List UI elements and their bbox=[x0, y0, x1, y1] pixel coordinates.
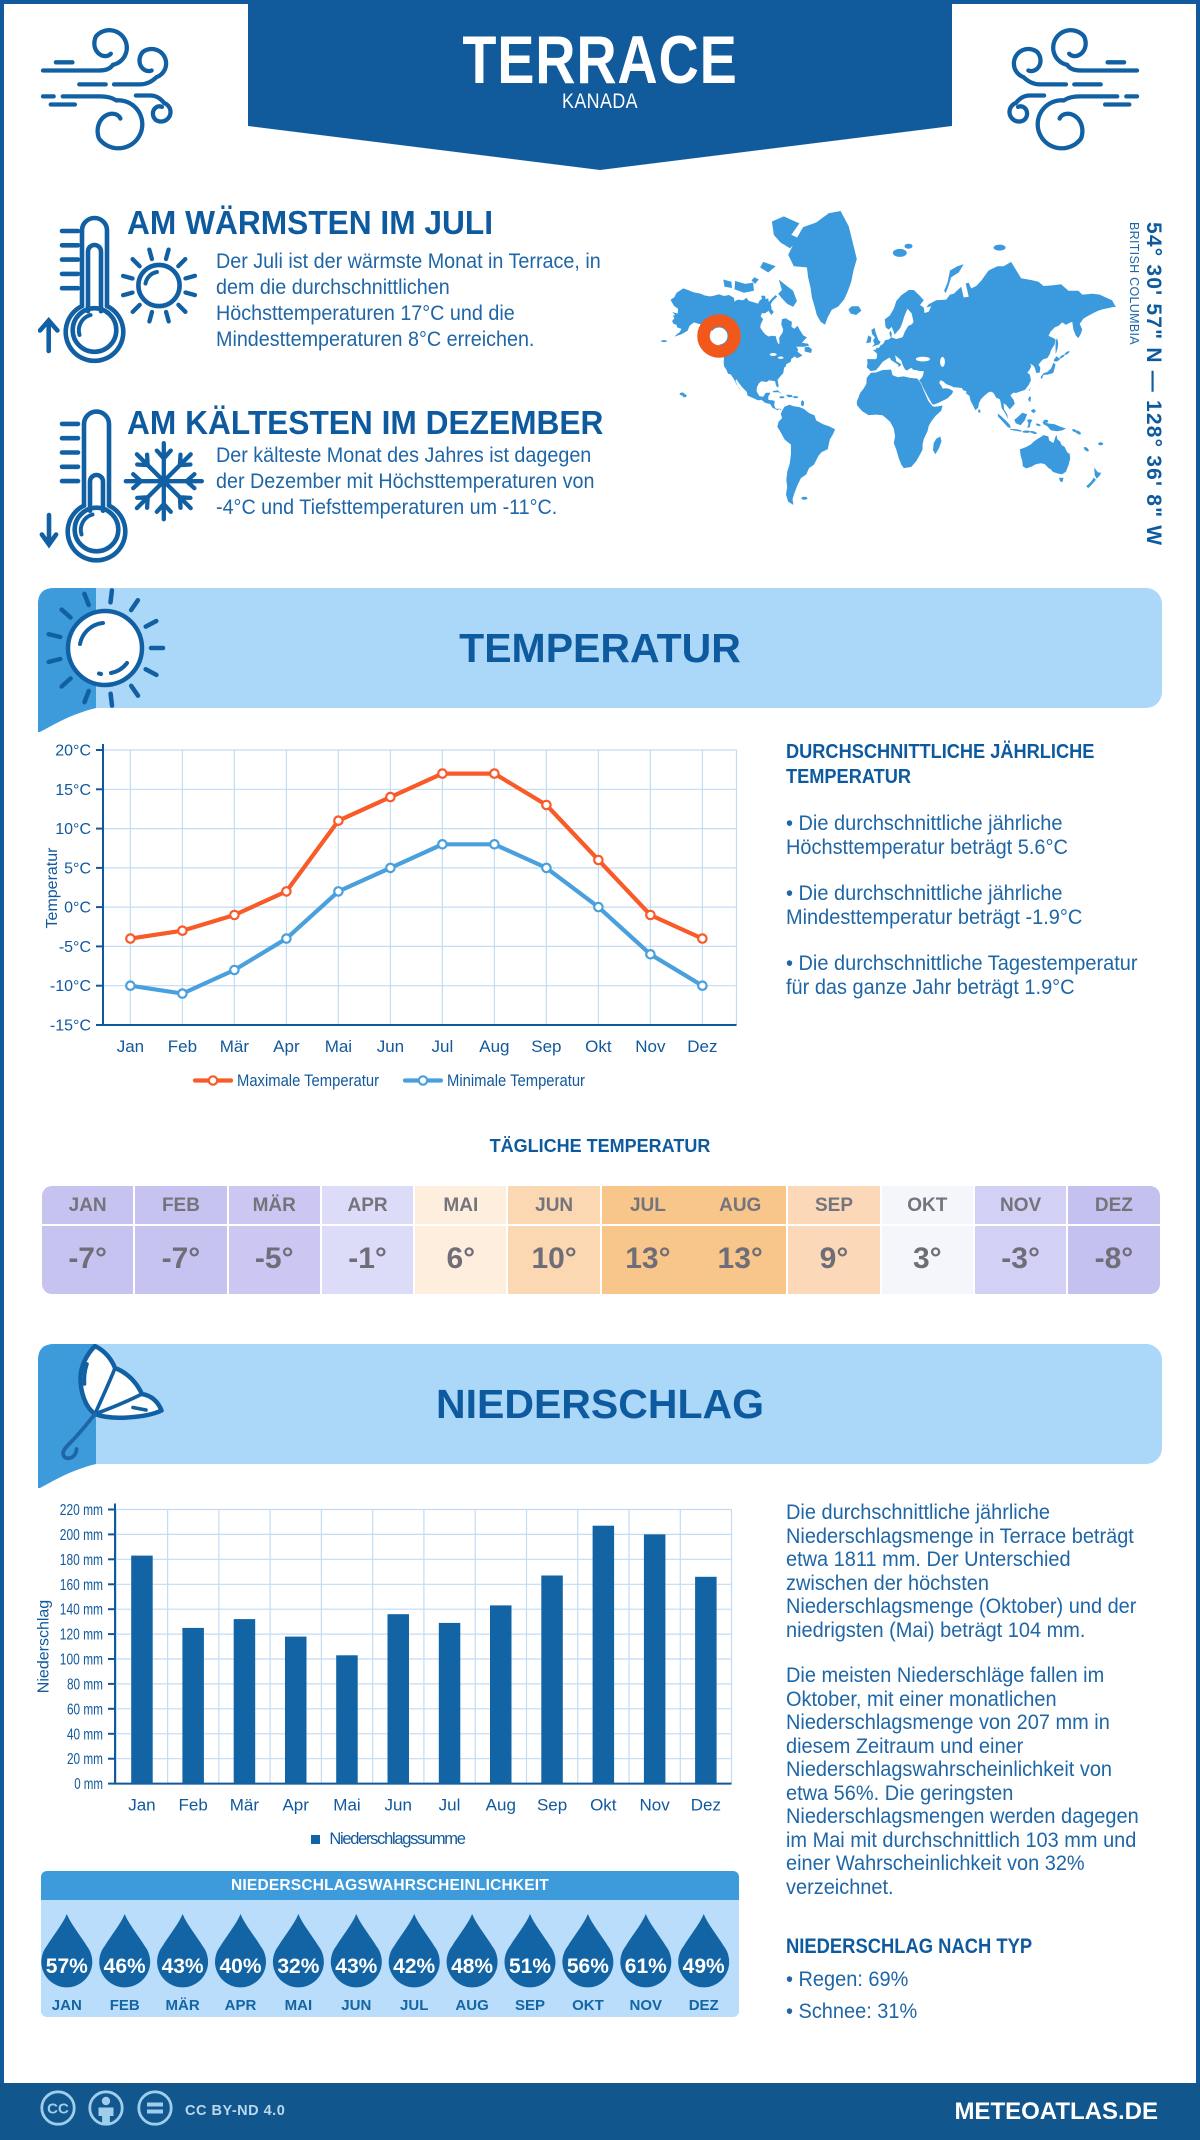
svg-text:JUL: JUL bbox=[400, 1997, 428, 2014]
svg-text:Nov: Nov bbox=[635, 1037, 666, 1056]
svg-text:56%: 56% bbox=[567, 1955, 609, 1978]
svg-text:61%: 61% bbox=[625, 1955, 667, 1978]
svg-text:Minimale Temperatur: Minimale Temperatur bbox=[447, 1072, 585, 1090]
svg-text:49%: 49% bbox=[683, 1955, 725, 1978]
svg-text:43%: 43% bbox=[162, 1955, 204, 1978]
svg-text:Mär: Mär bbox=[230, 1796, 260, 1815]
svg-text:Jul: Jul bbox=[432, 1037, 454, 1056]
svg-text:20 mm: 20 mm bbox=[67, 1751, 103, 1768]
svg-text:Dez: Dez bbox=[687, 1037, 717, 1056]
svg-text:Jun: Jun bbox=[384, 1796, 411, 1815]
svg-text:20°C: 20°C bbox=[55, 743, 91, 760]
svg-text:MÄR: MÄR bbox=[166, 1997, 200, 2014]
svg-text:Jun: Jun bbox=[377, 1037, 404, 1056]
svg-text:FEB: FEB bbox=[110, 1997, 140, 2014]
svg-text:Apr: Apr bbox=[273, 1037, 300, 1056]
svg-text:Aug: Aug bbox=[479, 1037, 509, 1056]
svg-text:DEZ: DEZ bbox=[689, 1997, 719, 2014]
svg-text:-10°C: -10°C bbox=[50, 978, 91, 995]
svg-text:Mär: Mär bbox=[220, 1037, 250, 1056]
svg-text:40 mm: 40 mm bbox=[67, 1726, 103, 1743]
svg-text:46%: 46% bbox=[104, 1955, 146, 1978]
svg-text:Mai: Mai bbox=[325, 1037, 352, 1056]
svg-text:160 mm: 160 mm bbox=[60, 1577, 103, 1594]
svg-text:60 mm: 60 mm bbox=[67, 1701, 103, 1718]
svg-text:0 mm: 0 mm bbox=[74, 1776, 103, 1793]
svg-text:NOV: NOV bbox=[630, 1997, 663, 2014]
svg-text:CC: CC bbox=[47, 2101, 69, 2118]
svg-text:100 mm: 100 mm bbox=[60, 1652, 103, 1669]
svg-text:Apr: Apr bbox=[282, 1796, 309, 1815]
svg-text:-5°C: -5°C bbox=[59, 939, 91, 956]
svg-text:AUG: AUG bbox=[455, 1997, 488, 2014]
svg-text:15°C: 15°C bbox=[55, 782, 91, 799]
svg-text:Mai: Mai bbox=[333, 1796, 360, 1815]
svg-text:0°C: 0°C bbox=[64, 900, 91, 917]
svg-text:57%: 57% bbox=[46, 1955, 88, 1978]
svg-text:Dez: Dez bbox=[691, 1796, 721, 1815]
svg-text:APR: APR bbox=[225, 1997, 257, 2014]
svg-text:Feb: Feb bbox=[168, 1037, 197, 1056]
svg-text:Jan: Jan bbox=[117, 1037, 144, 1056]
svg-text:140 mm: 140 mm bbox=[60, 1602, 103, 1619]
svg-text:48%: 48% bbox=[451, 1955, 493, 1978]
svg-text:Jan: Jan bbox=[128, 1796, 155, 1815]
svg-text:JUN: JUN bbox=[341, 1997, 371, 2014]
svg-text:51%: 51% bbox=[509, 1955, 551, 1978]
svg-text:Nov: Nov bbox=[639, 1796, 670, 1815]
svg-text:5°C: 5°C bbox=[64, 860, 91, 877]
svg-text:-15°C: -15°C bbox=[50, 1018, 91, 1035]
svg-text:120 mm: 120 mm bbox=[60, 1627, 103, 1644]
svg-text:Jul: Jul bbox=[439, 1796, 461, 1815]
svg-text:Okt: Okt bbox=[585, 1037, 612, 1056]
svg-text:80 mm: 80 mm bbox=[67, 1676, 103, 1693]
svg-text:Okt: Okt bbox=[590, 1796, 617, 1815]
svg-text:SEP: SEP bbox=[515, 1997, 545, 2014]
svg-text:OKT: OKT bbox=[572, 1997, 604, 2014]
svg-text:42%: 42% bbox=[393, 1955, 435, 1978]
svg-text:MAI: MAI bbox=[285, 1997, 313, 2014]
svg-text:200 mm: 200 mm bbox=[60, 1527, 103, 1544]
svg-text:32%: 32% bbox=[277, 1955, 319, 1978]
svg-text:JAN: JAN bbox=[52, 1997, 82, 2014]
svg-text:Sep: Sep bbox=[537, 1796, 567, 1815]
svg-text:180 mm: 180 mm bbox=[60, 1552, 103, 1569]
svg-text:Aug: Aug bbox=[486, 1796, 516, 1815]
svg-text:220 mm: 220 mm bbox=[60, 1502, 103, 1519]
svg-text:40%: 40% bbox=[219, 1955, 261, 1978]
svg-text:Feb: Feb bbox=[179, 1796, 208, 1815]
svg-text:10°C: 10°C bbox=[55, 821, 91, 838]
svg-text:43%: 43% bbox=[335, 1955, 377, 1978]
svg-text:Niederschlag: Niederschlag bbox=[36, 1600, 53, 1693]
svg-text:Temperatur: Temperatur bbox=[44, 847, 61, 929]
svg-text:Maximale Temperatur: Maximale Temperatur bbox=[237, 1072, 379, 1090]
svg-text:Sep: Sep bbox=[531, 1037, 561, 1056]
